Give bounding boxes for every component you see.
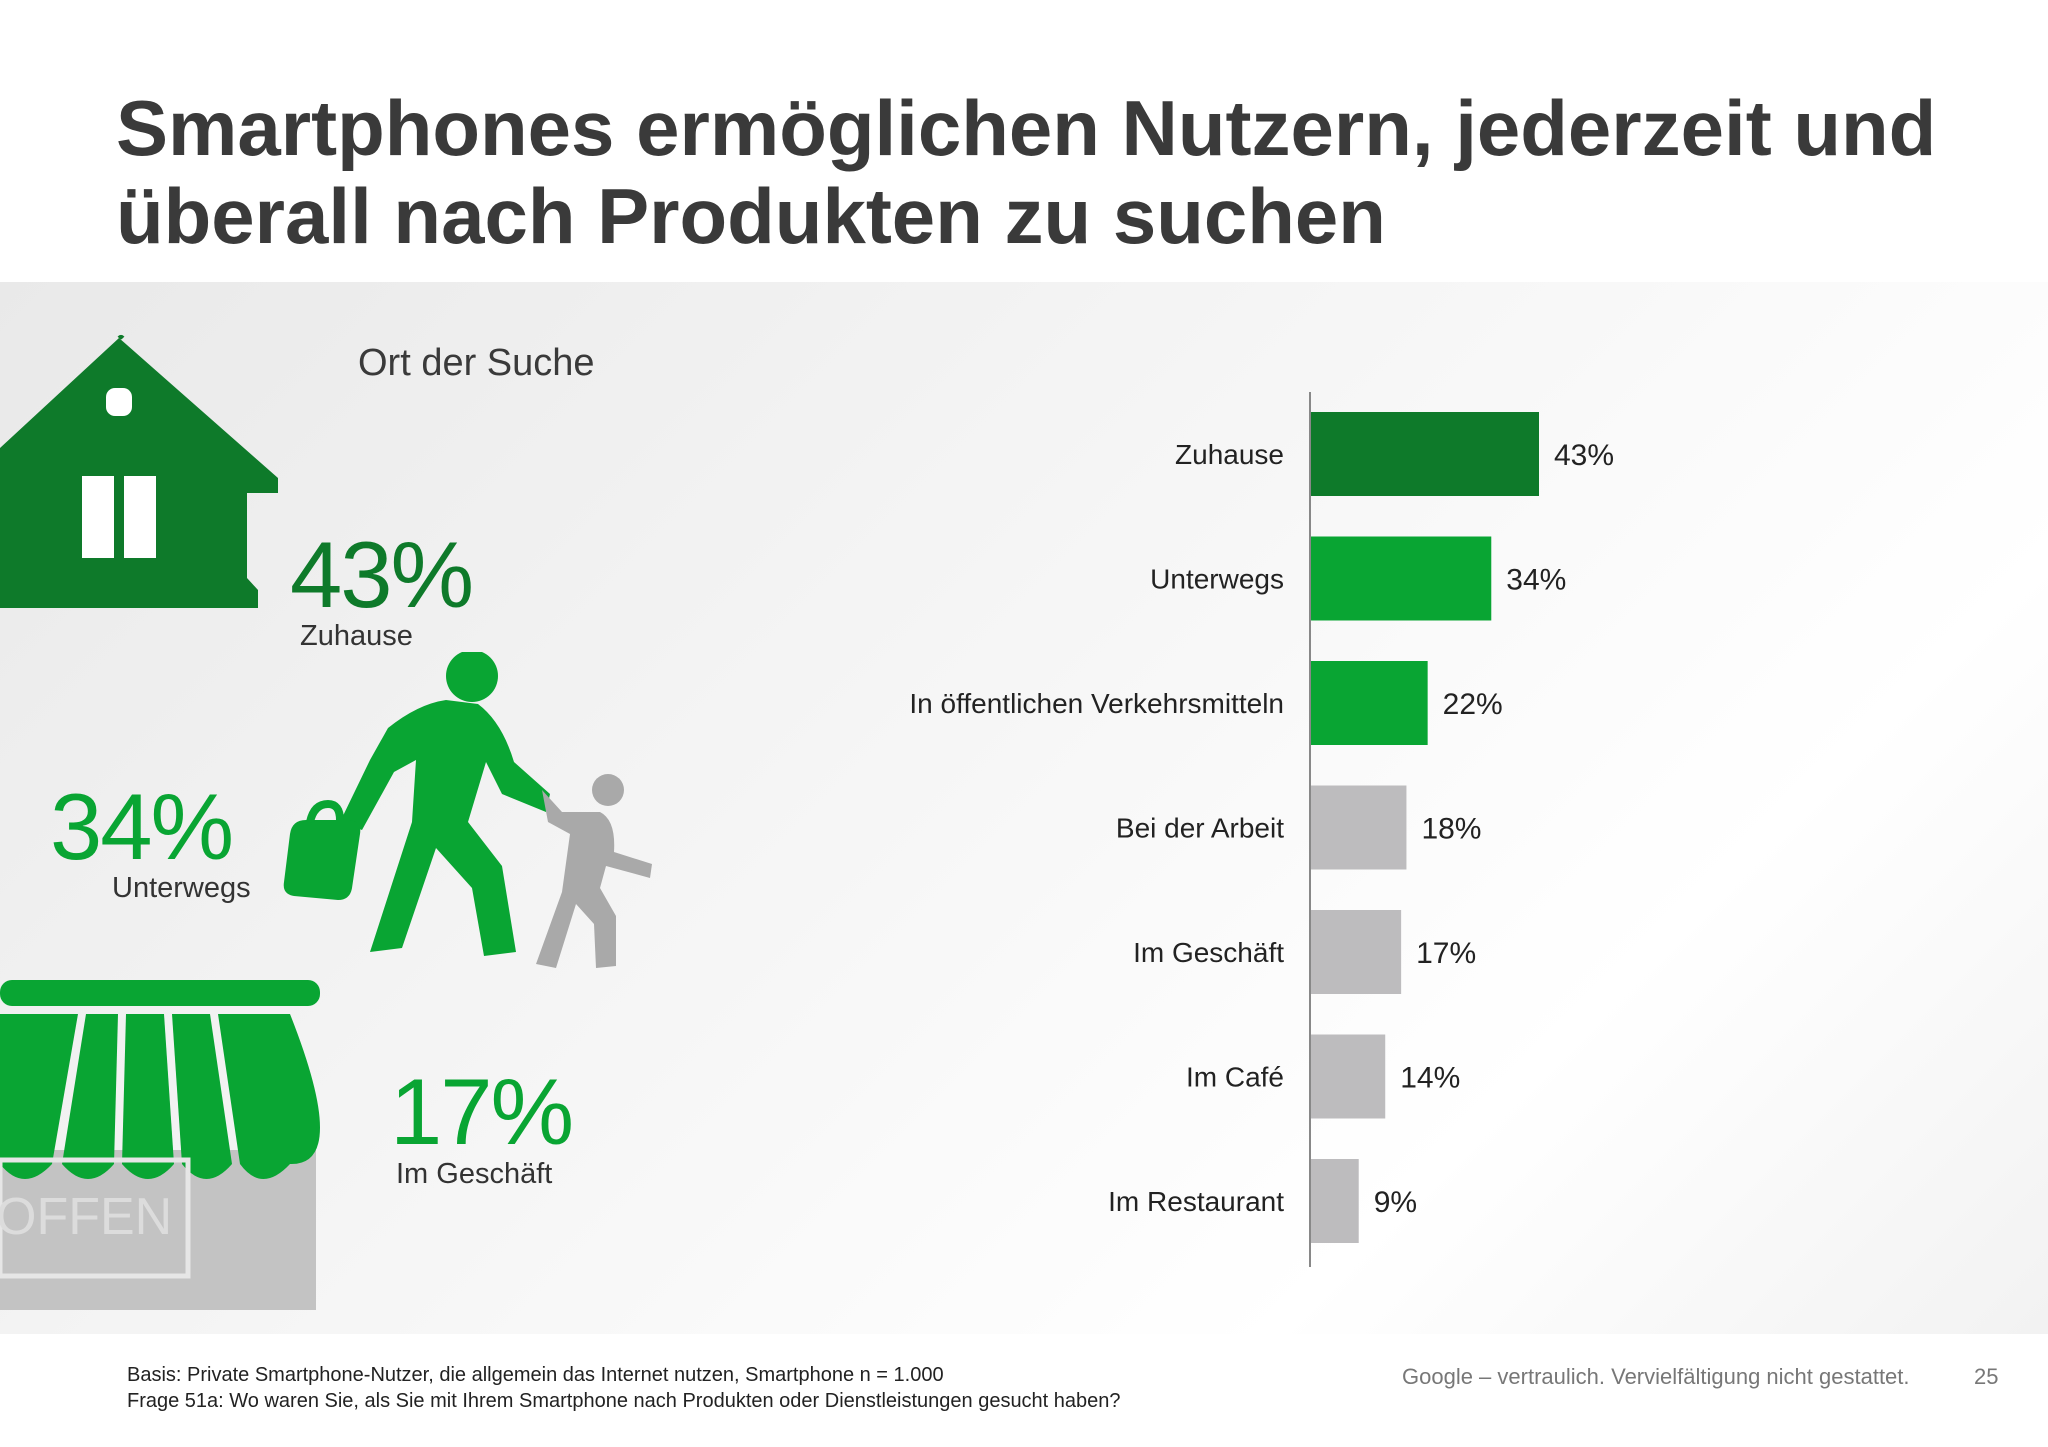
value-label: 17% [1416,937,1476,970]
category-label: Bei der Arbeit [1116,813,1284,844]
footer-notes: Basis: Private Smartphone-Nutzer, die al… [127,1362,1121,1414]
footer-question: Frage 51a: Wo waren Sie, als Sie mit Ihr… [127,1390,1121,1412]
bar [1311,910,1402,994]
confidential-notice: Google – vertraulich. Vervielfältigung n… [1402,1364,1910,1389]
chart-subtitle: Ort der Suche [358,342,595,384]
onthego-percent: 34% [50,774,234,879]
value-label: 18% [1421,813,1481,846]
store-percent: 17% [390,1059,574,1164]
bar [1311,412,1539,496]
bar [1311,661,1428,745]
category-label: Im Café [1186,1062,1284,1093]
content-panel: Ort der Suche 43% Zuhause 34% Unterwegs … [0,282,2048,1334]
house-icon [0,335,278,608]
category-label: Unterwegs [1150,564,1284,595]
bar [1311,536,1492,621]
category-label: Zuhause [1175,439,1284,470]
value-label: 22% [1443,688,1503,721]
bar [1311,1034,1386,1119]
category-label: Im Geschäft [1133,937,1284,968]
walking-adult-child-icon [283,652,652,968]
value-label: 43% [1554,439,1614,472]
home-label: Zuhause [300,620,413,652]
page-number: 25 [1974,1364,1999,1389]
slide-title: Smartphones ermöglichen Nutzern, jederze… [116,84,1937,260]
bar-chart: Zuhause 43% Unterwegs 34% In öffentlichen Ve… [909,392,1614,1267]
onthego-label: Unterwegs [112,872,251,904]
store-label: Im Geschäft [396,1158,553,1190]
value-label: 9% [1374,1186,1417,1219]
category-label: In öffentlichen Verkehrsmitteln [909,688,1284,719]
home-percent: 43% [290,522,474,627]
footer-basis: Basis: Private Smartphone-Nutzer, die al… [127,1364,944,1386]
category-label: Im Restaurant [1108,1186,1284,1217]
store-sign: OFFEN [0,1188,172,1246]
value-label: 34% [1506,564,1566,597]
storefront-icon: OFFEN [0,980,320,1310]
bar [1311,785,1407,870]
bar [1311,1159,1359,1243]
value-label: 14% [1400,1062,1460,1095]
